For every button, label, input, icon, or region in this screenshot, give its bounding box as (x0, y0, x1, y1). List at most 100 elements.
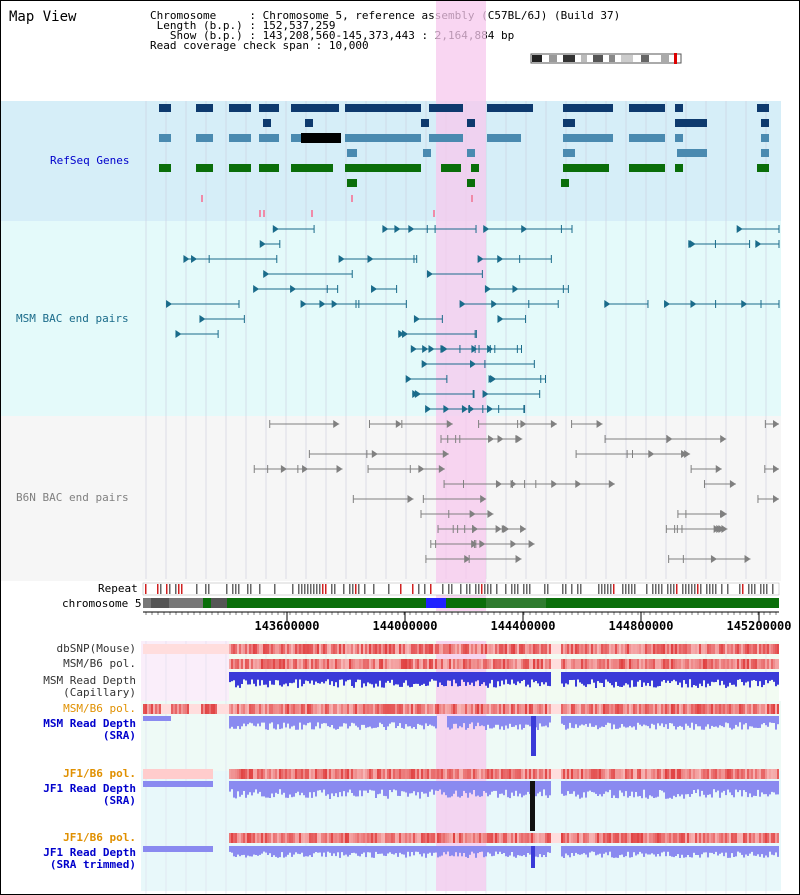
msm-pol-1-cell[interactable] (605, 659, 607, 669)
jf1-pol-1-cell[interactable] (303, 769, 305, 779)
msm-pol-1-cell[interactable] (471, 659, 473, 669)
jf1-trim-depth-bar[interactable] (363, 846, 365, 853)
jf1-pol-2-cell[interactable] (459, 833, 461, 843)
jf1-pol-1-cell[interactable] (279, 769, 281, 779)
msm-pol-2-cell[interactable] (475, 704, 477, 714)
dbsnp-cell[interactable] (633, 644, 635, 654)
msm-pol-1-cell[interactable] (743, 659, 745, 669)
jf1-pol-1-cell[interactable] (777, 769, 779, 779)
msm-pair-end[interactable] (166, 300, 173, 308)
msm-pol-1-cell[interactable] (237, 659, 239, 669)
msm-pol-1-cell[interactable] (355, 659, 357, 669)
jf1-pol-2-cell[interactable] (571, 833, 573, 843)
msm-sra-depth-bar[interactable] (345, 716, 347, 724)
jf1-sra-depth-bar[interactable] (469, 781, 471, 793)
gene-small-mark[interactable] (201, 195, 203, 202)
dbsnp-cell[interactable] (281, 644, 283, 654)
dbsnp-cell[interactable] (737, 644, 739, 654)
jf1-pol-1-cell[interactable] (347, 769, 349, 779)
jf1-trim-depth-bar[interactable] (463, 846, 465, 853)
jf1-sra-depth-bar[interactable] (737, 781, 739, 793)
msm-sra-depth-bar[interactable] (245, 716, 247, 727)
jf1-trim-depth-bar[interactable] (711, 846, 713, 853)
gene-exon[interactable] (347, 179, 357, 187)
msm-capillary-depth-bar[interactable] (453, 672, 455, 680)
jf1-trim-depth-bar[interactable] (231, 846, 233, 853)
msm-capillary-depth-bar[interactable] (525, 672, 527, 687)
msm-sra-depth-bar[interactable] (473, 716, 475, 730)
msm-capillary-depth-bar[interactable] (709, 672, 711, 686)
jf1-pol-2-cell[interactable] (635, 833, 637, 843)
jf1-trim-depth-bar[interactable] (401, 846, 403, 855)
msm-pol-1-cell[interactable] (299, 659, 301, 669)
msm-pol-1-cell[interactable] (641, 659, 643, 669)
msm-capillary-depth-bar[interactable] (253, 672, 255, 684)
msm-sra-depth-bar[interactable] (381, 716, 383, 725)
jf1-sra-depth-bar[interactable] (483, 781, 485, 791)
msm-pol-1-cell[interactable] (521, 659, 523, 669)
jf1-sra-depth-bar[interactable] (715, 781, 717, 793)
msm-sra-depth-bar[interactable] (231, 716, 233, 727)
dbsnp-cell[interactable] (611, 644, 613, 654)
msm-pol-1-cell[interactable] (537, 659, 539, 669)
msm-capillary-depth-bar[interactable] (489, 672, 491, 684)
jf1-pol-1-cell[interactable] (373, 769, 375, 779)
jf1-pol-1-cell[interactable] (611, 769, 613, 779)
msm-capillary-depth-bar[interactable] (663, 672, 665, 680)
repeat-element[interactable] (655, 584, 657, 594)
dbsnp-cell[interactable] (749, 644, 751, 654)
jf1-sra-depth-bar[interactable] (697, 781, 699, 790)
msm-capillary-depth-bar[interactable] (457, 672, 459, 687)
msm-sra-depth-bar[interactable] (573, 716, 575, 729)
msm-sra-depth-bar[interactable] (475, 716, 477, 727)
dbsnp-cell[interactable] (693, 644, 695, 654)
msm-pol-2-cell[interactable] (593, 704, 595, 714)
msm-pol-1-cell[interactable] (611, 659, 613, 669)
msm-pol-2-cell[interactable] (777, 704, 779, 714)
jf1-trim-depth-bar[interactable] (665, 846, 667, 857)
jf1-trim-depth-bar[interactable] (717, 846, 719, 856)
dbsnp-cell[interactable] (569, 644, 571, 654)
gene-exon[interactable] (159, 164, 171, 172)
msm-pol-2-cell[interactable] (435, 704, 437, 714)
dbsnp-cell[interactable] (529, 644, 531, 654)
jf1-sra-depth-bar[interactable] (771, 781, 773, 792)
jf1-trim-depth-bar[interactable] (525, 846, 527, 857)
msm-sra-depth-bar[interactable] (257, 716, 259, 724)
msm-pol-1-cell[interactable] (733, 659, 735, 669)
msm-sra-depth-bar[interactable] (571, 716, 573, 728)
msm-capillary-depth-bar[interactable] (621, 672, 623, 687)
repeat-element[interactable] (301, 584, 303, 594)
jf1-pol-2-cell[interactable] (387, 833, 389, 843)
jf1-trim-depth-bar[interactable] (585, 846, 587, 855)
jf1-sra-depth-bar[interactable] (651, 781, 653, 797)
msm-sra-depth-bar[interactable] (617, 716, 619, 729)
jf1-pol-1-cell[interactable] (535, 769, 537, 779)
msm-pol-2-cell[interactable] (235, 704, 237, 714)
msm-capillary-depth-bar[interactable] (693, 672, 695, 685)
jf1-trim-depth-bar[interactable] (375, 846, 377, 852)
jf1-pol-2-cell[interactable] (255, 833, 257, 843)
msm-pol-2-cell[interactable] (285, 704, 287, 714)
dbsnp-cell[interactable] (317, 644, 319, 654)
jf1-pol-1-cell[interactable] (253, 769, 255, 779)
repeat-element[interactable] (754, 584, 756, 594)
jf1-pol-2-cell[interactable] (621, 833, 623, 843)
msm-pol-2-cell[interactable] (311, 704, 313, 714)
jf1-trim-depth-bar[interactable] (257, 846, 259, 856)
jf1-sra-depth-bar[interactable] (773, 781, 775, 793)
jf1-sra-depth-bar[interactable] (319, 781, 321, 791)
dbsnp-cell[interactable] (745, 644, 747, 654)
b6n-pair-end[interactable] (773, 495, 779, 503)
jf1-pol-2-cell[interactable] (539, 833, 541, 843)
msm-pol-1-cell[interactable] (695, 659, 697, 669)
msm-sra-depth-bar[interactable] (233, 716, 235, 729)
dbsnp-cell[interactable] (751, 644, 753, 654)
gene-exon[interactable] (159, 104, 171, 112)
msm-sra-depth-bar[interactable] (357, 716, 359, 728)
jf1-sra-depth-bar[interactable] (519, 781, 521, 794)
msm-capillary-depth-bar[interactable] (257, 672, 259, 680)
dbsnp-cell[interactable] (425, 644, 427, 654)
msm-sra-depth-bar[interactable] (447, 716, 449, 728)
msm-pol-2-cell[interactable] (445, 704, 447, 714)
